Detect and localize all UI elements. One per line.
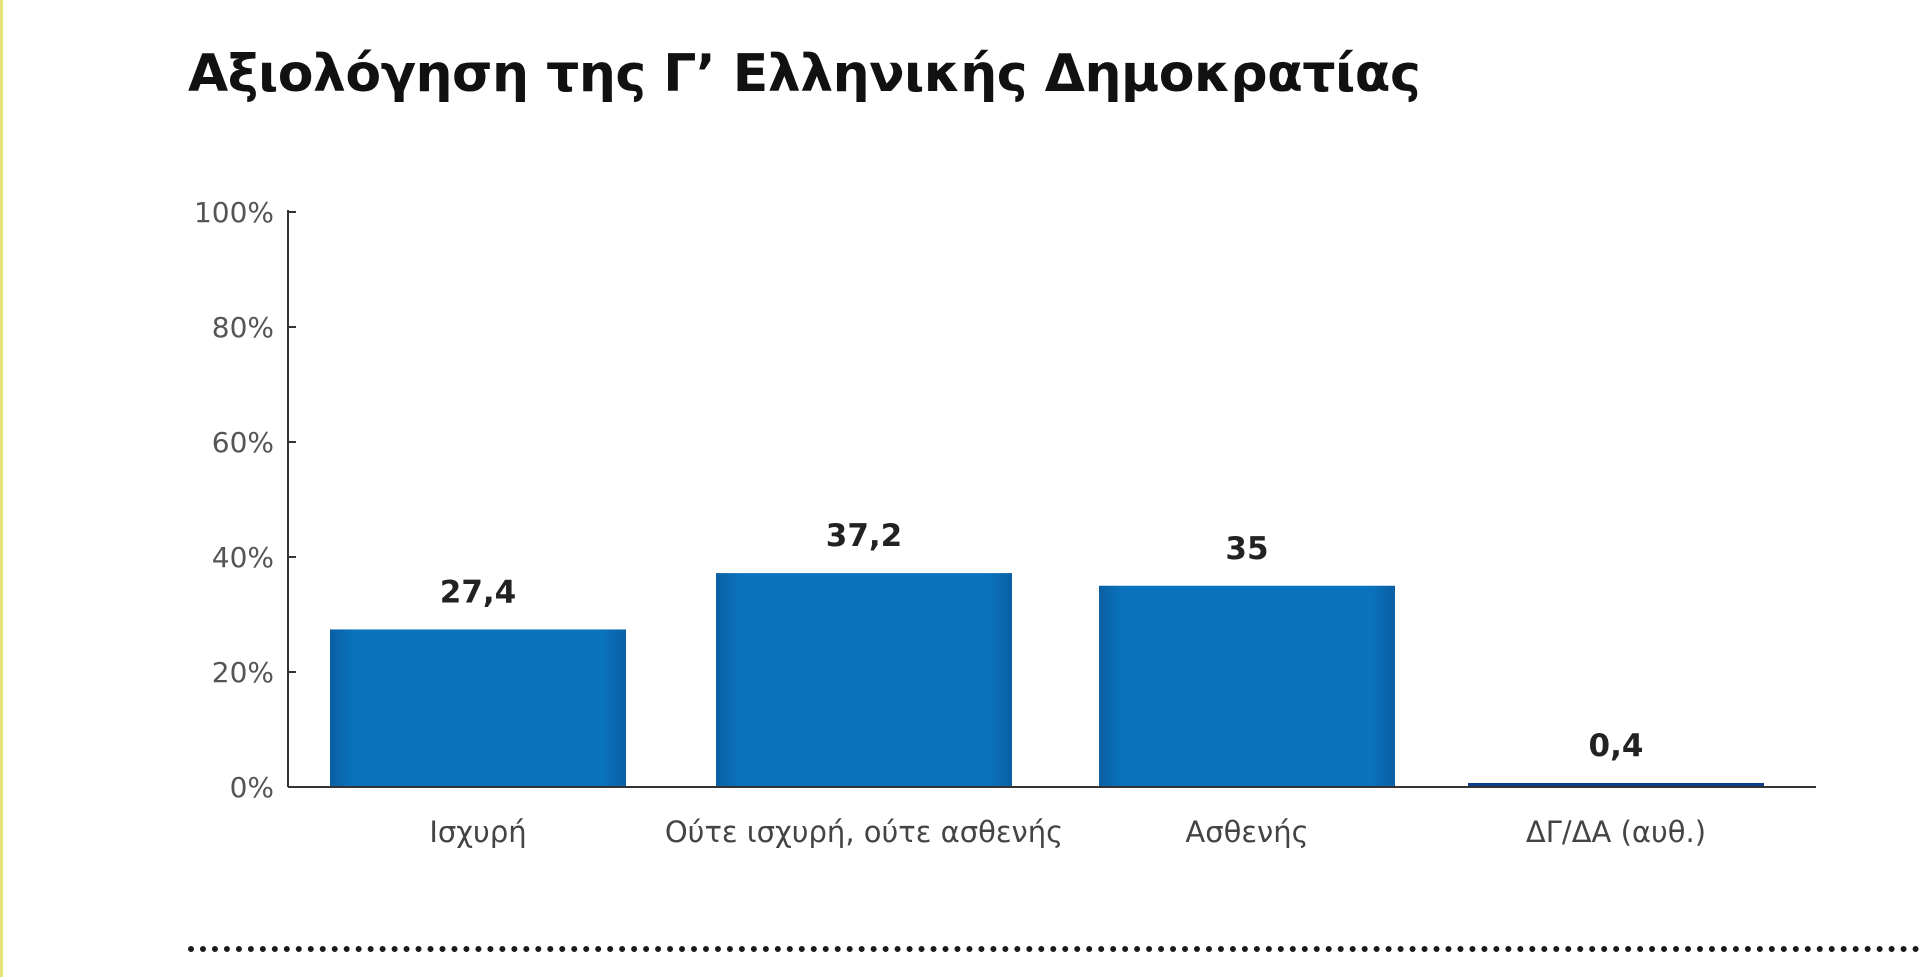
labels-group: 27,4 Ισχυρή 37,2 Ούτε ισχυρή, ούτε ασθενής 3… bbox=[194, 196, 1706, 849]
bars-group bbox=[330, 573, 1764, 787]
y-tick-label-100: 100% bbox=[194, 196, 274, 229]
left-border-line bbox=[0, 0, 3, 977]
category-label-3: Ασθενής bbox=[1185, 815, 1308, 849]
category-label-2: Ούτε ισχυρή, ούτε ασθενής bbox=[665, 815, 1063, 849]
data-label-2: 37,2 bbox=[826, 518, 903, 554]
axes-group bbox=[287, 210, 1816, 788]
data-label-1: 27,4 bbox=[440, 574, 517, 610]
category-label-1: Ισχυρή bbox=[429, 815, 526, 849]
data-label-4: 0,4 bbox=[1589, 728, 1644, 764]
y-tick-label-80: 80% bbox=[212, 311, 274, 344]
dotted-divider bbox=[188, 946, 1920, 952]
y-tick-label-40: 40% bbox=[212, 541, 274, 574]
bar-4 bbox=[1468, 783, 1764, 787]
bar-2 bbox=[716, 573, 1012, 787]
chart-title: Αξιολόγηση της Γ’ Ελληνικής Δημοκρατίας bbox=[188, 44, 1421, 104]
y-tick-label-0: 0% bbox=[230, 771, 274, 804]
data-label-3: 35 bbox=[1225, 531, 1268, 567]
y-tick-label-20: 20% bbox=[212, 656, 274, 689]
bar-3 bbox=[1099, 585, 1395, 787]
bar-1 bbox=[330, 629, 626, 787]
y-tick-label-60: 60% bbox=[212, 426, 274, 459]
category-label-4: ΔΓ/ΔΑ (αυθ.) bbox=[1526, 815, 1706, 849]
